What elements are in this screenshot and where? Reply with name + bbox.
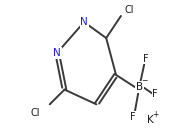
Text: Cl: Cl [125,5,134,15]
Text: −: − [141,76,148,85]
Text: F: F [130,112,136,122]
Text: Cl: Cl [31,108,40,118]
Text: +: + [153,110,159,119]
Text: K: K [147,115,154,125]
Text: F: F [143,54,148,64]
Text: F: F [152,90,158,99]
Text: N: N [53,48,61,58]
Text: B: B [136,82,143,92]
Text: N: N [80,17,88,27]
